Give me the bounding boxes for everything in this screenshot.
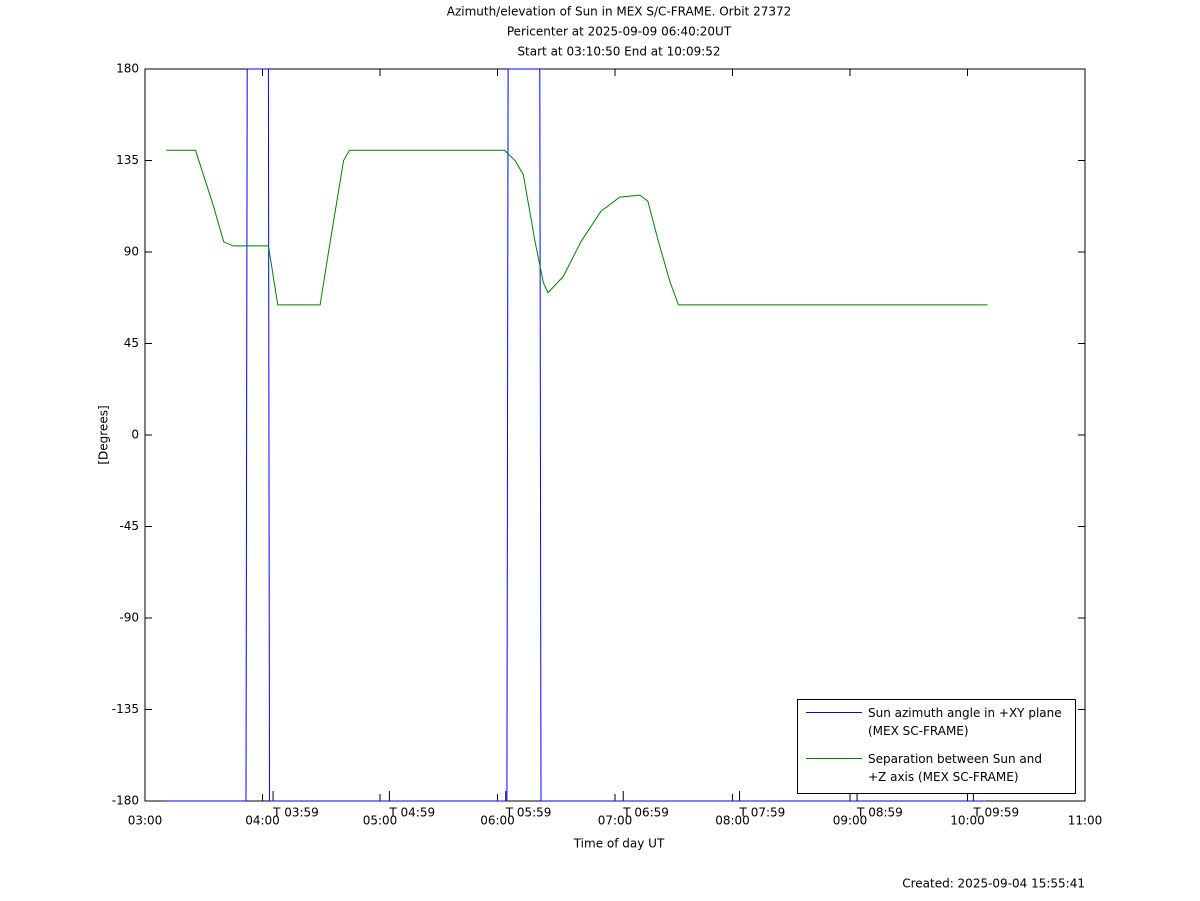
x-tick-label: 04:00 xyxy=(245,814,280,828)
legend-entry: Sun azimuth angle in +XY plane (MEX SC-F… xyxy=(806,704,1063,740)
chart-subtitle: Pericenter at 2025-09-09 06:40:20UT xyxy=(507,25,732,39)
annotation: T 08:59 xyxy=(856,806,903,820)
annotation: T 04:59 xyxy=(388,806,435,820)
y-tick-label: 0 xyxy=(131,428,139,442)
x-tick-label: 07:00 xyxy=(598,814,633,828)
footer: Created: 2025-09-04 15:55:41 xyxy=(902,877,1085,891)
y-tick-label: 135 xyxy=(116,153,139,167)
chart-title: Azimuth/elevation of Sun in MEX S/C-FRAM… xyxy=(447,5,792,19)
annotation: T 06:59 xyxy=(622,806,669,820)
legend-label: Separation between Sun and +Z axis (MEX … xyxy=(868,752,1042,784)
annotation: T 07:59 xyxy=(739,806,786,820)
series-line xyxy=(166,149,988,306)
y-tick-label: 180 xyxy=(116,62,139,76)
y-tick-label: -90 xyxy=(119,611,139,625)
x-tick-label: 06:00 xyxy=(480,814,515,828)
y-tick-label: -135 xyxy=(112,702,139,716)
annotation: T 03:59 xyxy=(272,806,319,820)
y-axis-label: [Degrees] xyxy=(97,405,111,464)
plot-frame xyxy=(144,68,1086,802)
x-tick-label: 05:00 xyxy=(363,814,398,828)
annotation: T 05:59 xyxy=(505,806,552,820)
x-tick-label: 11:00 xyxy=(1068,814,1103,828)
chart-subtitle: Start at 03:10:50 End at 10:09:52 xyxy=(517,45,720,59)
y-tick-label: 45 xyxy=(124,336,139,350)
legend-label: Sun azimuth angle in +XY plane (MEX SC-F… xyxy=(868,706,1062,738)
annotation: T 09:59 xyxy=(972,806,1019,820)
y-tick-label: 90 xyxy=(124,245,139,259)
x-tick-label: 03:00 xyxy=(128,814,163,828)
legend-swatch xyxy=(806,758,862,759)
y-tick-label: -180 xyxy=(112,794,139,808)
x-tick-label: 08:00 xyxy=(715,814,750,828)
x-tick-label: 09:00 xyxy=(833,814,868,828)
y-tick-label: -45 xyxy=(119,519,139,533)
legend-swatch xyxy=(806,712,862,713)
legend: Sun azimuth angle in +XY plane (MEX SC-F… xyxy=(797,699,1076,794)
x-axis-label: Time of day UT xyxy=(573,837,665,851)
series-line xyxy=(166,68,987,802)
x-tick-label: 10:00 xyxy=(950,814,985,828)
legend-entry: Separation between Sun and +Z axis (MEX … xyxy=(806,750,1063,786)
